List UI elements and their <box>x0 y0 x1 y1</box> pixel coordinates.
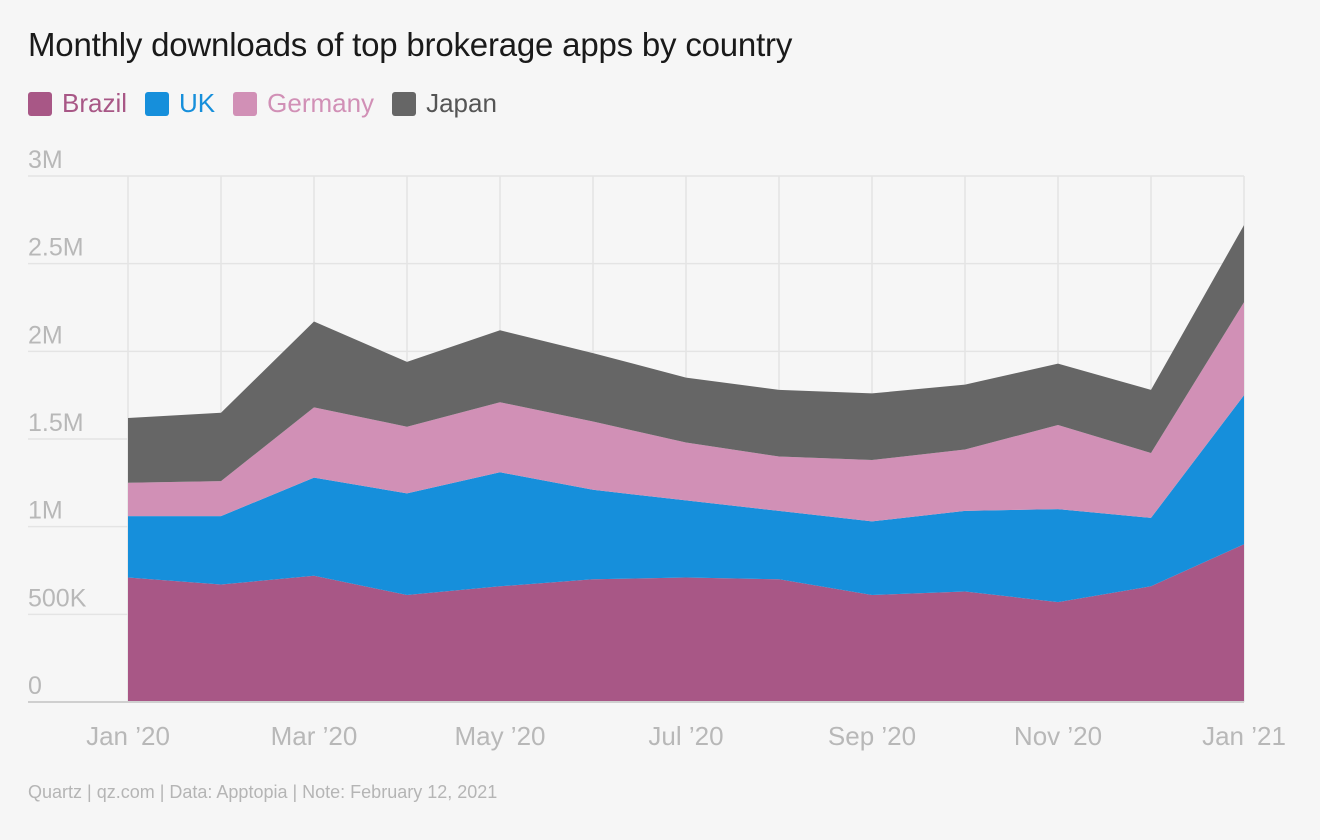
legend-label: UK <box>179 88 216 118</box>
x-tick-label: May ’20 <box>454 721 545 751</box>
axes: 0 500K 1M 1.5M 2M 2.5M 3M Jan ’20 Mar ’20 May ’20… <box>28 146 1286 751</box>
area-series <box>128 225 1244 702</box>
x-tick-label: Mar ’20 <box>271 721 358 751</box>
legend-swatch <box>392 91 417 116</box>
x-tick-label: Sep ’20 <box>828 721 916 751</box>
legend-swatch <box>28 91 52 116</box>
x-tick-label: Jan ’20 <box>86 721 170 751</box>
legend-item-uk: UK <box>145 88 215 119</box>
y-tick-label: 2M <box>28 321 63 349</box>
legend-label: Brazil <box>62 88 128 118</box>
x-tick-label: Jul ’20 <box>648 721 723 751</box>
area-germany <box>128 302 1244 522</box>
x-tick-label: Jan ’21 <box>1202 721 1286 751</box>
area-japan <box>128 225 1244 483</box>
legend-label: Japan <box>426 88 497 118</box>
legend-swatch <box>145 91 170 116</box>
legend-swatch <box>233 91 258 116</box>
y-tick-label: 2.5M <box>28 234 84 262</box>
area-uk <box>128 395 1244 603</box>
y-tick-label: 1M <box>28 497 63 525</box>
legend-item-brazil: Brazil <box>28 88 127 119</box>
y-tick-label: 3M <box>28 146 63 174</box>
y-tick-label: 500K <box>28 584 87 612</box>
legend-item-japan: Japan <box>392 88 497 119</box>
legend: Brazil UK Germany Japan <box>28 88 515 119</box>
legend-label: Germany <box>267 88 375 118</box>
legend-item-germany: Germany <box>233 88 374 119</box>
y-tick-label: 0 <box>28 672 42 700</box>
chart-title: Monthly downloads of top brokerage apps … <box>28 26 793 63</box>
area-brazil <box>128 544 1244 702</box>
y-tick-label: 1.5M <box>28 409 84 437</box>
source-note: Quartz | qz.com | Data: Apptopia | Note:… <box>28 782 498 802</box>
x-tick-label: Nov ’20 <box>1014 721 1102 751</box>
